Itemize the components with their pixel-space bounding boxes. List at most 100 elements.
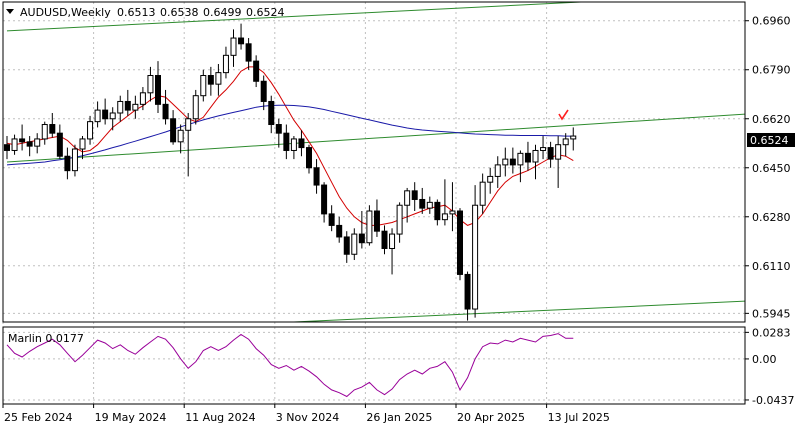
candle bbox=[396, 202, 403, 243]
time-tick-label: 3 Nov 2024 bbox=[276, 411, 339, 424]
candle bbox=[238, 23, 245, 50]
candle-body-bearish bbox=[419, 198, 426, 209]
candle-body-bearish bbox=[343, 236, 350, 255]
candle-body-bearish bbox=[260, 80, 267, 102]
close-value: 0.6524 bbox=[246, 6, 285, 19]
candle bbox=[109, 107, 116, 131]
candle-body-bullish bbox=[192, 95, 199, 120]
candle-body-bearish bbox=[238, 37, 245, 45]
candle-body-bullish bbox=[117, 100, 124, 114]
candle bbox=[540, 136, 547, 160]
candlesticks bbox=[4, 23, 577, 321]
candle bbox=[94, 101, 101, 128]
time-tick-label: 13 Jul 2025 bbox=[548, 411, 610, 424]
candle bbox=[245, 38, 252, 70]
time-axis: 25 Feb 2024 19 May 2024 11 Aug 2024 3 Nov 2… bbox=[2, 404, 610, 424]
moving-average-slow bbox=[6, 104, 574, 166]
candle-body-bearish bbox=[19, 138, 26, 143]
candle-body-bullish bbox=[222, 54, 229, 74]
candle bbox=[290, 136, 297, 160]
candle bbox=[336, 216, 343, 243]
oscillator-tick-label: 0.0283 bbox=[752, 326, 791, 339]
candle bbox=[328, 205, 335, 232]
candle bbox=[517, 150, 524, 183]
candle-body-bearish bbox=[4, 144, 10, 151]
candle-body-bullish bbox=[87, 121, 94, 140]
candle-body-bullish bbox=[177, 129, 184, 143]
oscillator-series bbox=[6, 333, 574, 398]
candle-body-bullish bbox=[570, 135, 577, 140]
candle bbox=[298, 130, 305, 157]
candle-body-bullish bbox=[94, 109, 101, 123]
price-tick-label: 0.6960 bbox=[752, 15, 791, 28]
candle bbox=[132, 95, 139, 119]
candle bbox=[79, 136, 86, 160]
candle bbox=[547, 141, 554, 168]
candle-body-bullish bbox=[389, 233, 396, 249]
candle bbox=[222, 46, 229, 79]
candle-body-bearish bbox=[298, 138, 305, 149]
candle-body-bullish bbox=[502, 158, 509, 166]
price-tick-label: 0.5945 bbox=[752, 307, 791, 320]
candle bbox=[464, 271, 471, 321]
candle-body-bullish bbox=[71, 148, 78, 172]
candle bbox=[185, 112, 192, 177]
candle-body-bearish bbox=[162, 103, 169, 120]
marlin-oscillator-line bbox=[6, 333, 574, 398]
candle-body-bullish bbox=[200, 75, 207, 97]
candle-body-bearish bbox=[207, 75, 214, 85]
candle-body-bearish bbox=[509, 158, 516, 166]
candle bbox=[34, 133, 41, 154]
candle bbox=[4, 136, 10, 160]
candle-body-bearish bbox=[49, 124, 56, 134]
candle bbox=[102, 98, 109, 125]
candle-body-bullish bbox=[132, 103, 139, 111]
candle bbox=[26, 136, 33, 157]
candle bbox=[532, 144, 539, 180]
candle bbox=[19, 124, 26, 151]
oscillator-grid bbox=[3, 331, 745, 401]
candle bbox=[358, 211, 365, 249]
moving-averages bbox=[6, 66, 574, 226]
candle bbox=[479, 173, 486, 214]
channel-trendline bbox=[6, 2, 581, 32]
candle bbox=[192, 89, 199, 125]
candle bbox=[124, 89, 131, 116]
candle bbox=[494, 156, 501, 188]
candle-body-bearish bbox=[102, 109, 109, 120]
candle bbox=[215, 63, 222, 96]
candle bbox=[117, 95, 124, 122]
candle-body-bullish bbox=[487, 175, 494, 183]
price-tick-label: 0.6450 bbox=[752, 162, 791, 175]
oscillator-axis: 0.0283 0.00 -0.0437 bbox=[745, 326, 794, 407]
candle bbox=[373, 199, 380, 237]
candle-body-bullish bbox=[540, 147, 547, 151]
price-pane-frame bbox=[2, 1, 746, 323]
candle-body-bearish bbox=[328, 213, 335, 226]
candle bbox=[570, 127, 577, 151]
candle-body-bullish bbox=[79, 138, 86, 150]
candle-body-bearish bbox=[268, 100, 275, 126]
candle bbox=[426, 196, 433, 214]
trendlines bbox=[6, 2, 745, 322]
candle-body-bearish bbox=[245, 43, 252, 62]
candle-body-bearish bbox=[275, 124, 282, 134]
candle bbox=[155, 61, 161, 113]
candle bbox=[87, 115, 94, 145]
candle bbox=[207, 66, 214, 96]
candle bbox=[200, 69, 207, 102]
candle bbox=[260, 75, 267, 111]
price-tick-label: 0.6110 bbox=[752, 260, 791, 273]
dropdown-triangle-icon[interactable] bbox=[6, 9, 14, 14]
candle bbox=[472, 185, 479, 318]
candle-body-bearish bbox=[373, 210, 380, 232]
current-price-label: 0.6524 bbox=[750, 134, 789, 147]
time-tick-label: 26 Jan 2025 bbox=[366, 411, 432, 424]
candle bbox=[147, 66, 154, 102]
candle bbox=[275, 118, 282, 148]
pane-frames bbox=[2, 1, 746, 405]
candle bbox=[49, 112, 56, 138]
candle-body-bearish bbox=[381, 230, 388, 249]
channel-trendline bbox=[293, 300, 745, 322]
candle-body-bullish bbox=[366, 210, 373, 244]
